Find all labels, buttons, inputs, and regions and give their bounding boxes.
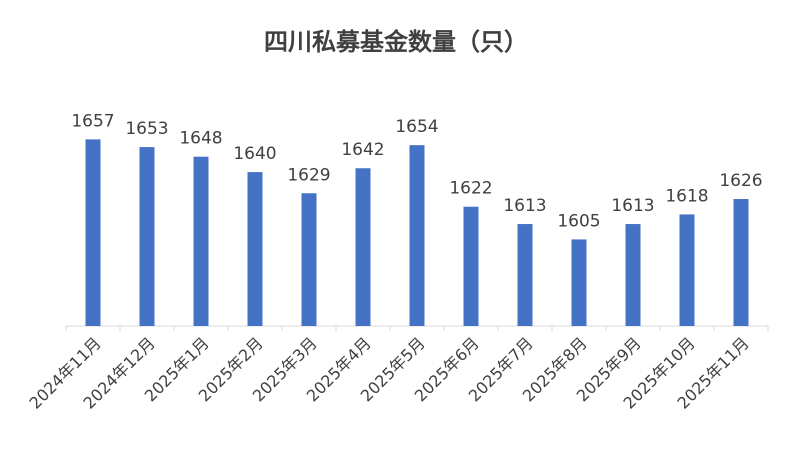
data-label: 1613 — [611, 196, 654, 216]
data-label: 1622 — [449, 179, 492, 199]
bar — [517, 224, 533, 326]
data-label: 1648 — [179, 129, 222, 149]
data-label: 1642 — [341, 140, 384, 160]
bar — [139, 147, 155, 326]
chart-title: 四川私募基金数量（只） — [264, 28, 528, 56]
bar — [625, 224, 641, 326]
data-label: 1653 — [125, 119, 168, 139]
data-label: 1605 — [557, 211, 600, 231]
data-label: 1640 — [233, 144, 276, 164]
bar — [571, 239, 587, 326]
bar — [85, 139, 101, 326]
bar — [247, 172, 263, 326]
data-label: 1657 — [71, 111, 114, 131]
data-label: 1654 — [395, 117, 438, 137]
bar — [409, 145, 425, 326]
data-label: 1613 — [503, 196, 546, 216]
bar — [301, 193, 317, 326]
bar — [355, 168, 371, 326]
bar — [193, 156, 209, 326]
bar — [679, 214, 695, 326]
bar — [463, 206, 479, 326]
bar — [733, 199, 749, 326]
data-label: 1618 — [665, 186, 708, 206]
data-label: 1626 — [719, 171, 762, 191]
data-label: 1629 — [287, 165, 330, 185]
